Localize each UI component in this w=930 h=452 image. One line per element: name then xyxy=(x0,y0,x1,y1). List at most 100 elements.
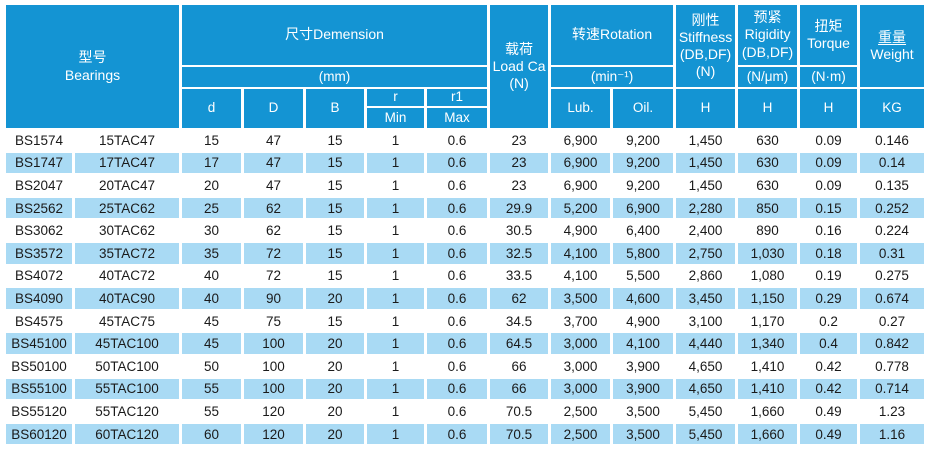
cell-weight: 0.14 xyxy=(860,152,925,174)
cell-width-B: 20 xyxy=(327,358,343,374)
cell-load: 29.9 xyxy=(490,197,549,219)
header-col-stiffness-h: H xyxy=(676,89,736,128)
cell-model: BS3062 xyxy=(14,223,64,239)
cell-bore-d: 40 xyxy=(182,288,242,309)
cell-width-B: 20 xyxy=(306,333,365,354)
header-load: 载荷 Load Ca (N) xyxy=(490,5,549,128)
cell-weight: 0.674 xyxy=(860,288,925,309)
cell-load: 30.5 xyxy=(505,223,533,239)
cell-width-B: 15 xyxy=(327,223,343,239)
cell-rigidity: 1,410 xyxy=(738,378,798,400)
table-row: BS2047 20TAC47 20 47 15 1 0.6 23 6,900 9… xyxy=(6,175,924,196)
cell-bore-d: 15 xyxy=(204,132,220,148)
cell-torque: 0.2 xyxy=(819,313,838,329)
cell-outer-D: 62 xyxy=(266,223,282,239)
cell-outer-D: 47 xyxy=(266,177,282,193)
cell-rotation-lub: 4,100 xyxy=(551,242,611,264)
header-bearings: 型号 Bearings xyxy=(6,5,180,128)
header-dimension-title: 尺寸Demension xyxy=(182,5,488,65)
cell-rotation-oil: 3,500 xyxy=(626,403,660,419)
cell-rotation-lub: 5,200 xyxy=(551,197,611,219)
cell-model: BS50100 xyxy=(11,358,67,374)
header-torque-unit: (N·m) xyxy=(800,67,858,87)
table-header: 型号 Bearings 尺寸Demension 载荷 Load Ca (N) 转… xyxy=(6,5,925,128)
cell-model: BS4575 xyxy=(14,313,64,329)
header-rigidity: 预紧 Rigidity (DB,DF) xyxy=(738,5,798,65)
cell-rotation-oil: 3,900 xyxy=(626,358,660,374)
cell-r-min: 1 xyxy=(391,358,400,374)
header-stiffness-zh: 刚性 xyxy=(691,11,720,28)
table-row: BS4575 45TAC75 45 75 15 1 0.6 34.5 3,700… xyxy=(6,311,924,332)
cell-model: BS60120 xyxy=(6,423,72,445)
table-row: BS2562 25TAC62 25 62 15 1 0.6 29.9 5,200… xyxy=(6,197,925,219)
cell-model: BS2047 xyxy=(14,177,64,193)
cell-r1-max: 0.6 xyxy=(427,288,488,309)
cell-load: 23 xyxy=(511,177,527,193)
cell-r-min: 1 xyxy=(367,288,425,309)
cell-torque: 0.49 xyxy=(815,403,842,419)
table-row: BS50100 50TAC100 50 100 20 1 0.6 66 3,00… xyxy=(6,356,924,377)
cell-tac-code: 15TAC47 xyxy=(98,132,156,148)
cell-rotation-oil: 6,400 xyxy=(626,223,660,239)
header-rigidity-config: (DB,DF) xyxy=(741,43,794,60)
cell-r-min: 1 xyxy=(367,152,425,174)
cell-stiffness: 1,450 xyxy=(676,152,736,174)
cell-torque: 0.09 xyxy=(815,132,842,148)
cell-rotation-lub: 6,900 xyxy=(563,132,598,148)
cell-r-min: 1 xyxy=(391,403,400,419)
cell-rotation-oil: 4,900 xyxy=(626,313,660,329)
header-load-zh: 载荷 xyxy=(505,40,534,57)
cell-outer-D: 47 xyxy=(244,152,304,174)
cell-weight: 0.252 xyxy=(860,197,925,219)
cell-bore-d: 30 xyxy=(204,223,220,239)
cell-weight: 0.135 xyxy=(875,177,909,193)
cell-torque: 0.15 xyxy=(800,197,858,219)
cell-stiffness: 4,650 xyxy=(676,378,736,400)
cell-weight: 0.27 xyxy=(878,313,906,329)
header-col-B: B xyxy=(306,89,365,128)
cell-weight: 0.31 xyxy=(860,242,925,264)
cell-torque: 0.49 xyxy=(800,423,858,445)
cell-outer-D: 90 xyxy=(244,288,304,309)
cell-width-B: 20 xyxy=(327,403,343,419)
header-rotation-unit: (min⁻¹) xyxy=(551,67,674,87)
header-stiffness-unit: (N) xyxy=(695,63,716,80)
cell-r1-max: 0.6 xyxy=(447,403,467,419)
cell-r-min: 1 xyxy=(391,223,400,239)
cell-bore-d: 40 xyxy=(204,268,220,284)
cell-r1-max: 0.6 xyxy=(447,358,467,374)
cell-bore-d: 45 xyxy=(204,313,220,329)
cell-rigidity: 850 xyxy=(738,197,798,219)
cell-rotation-lub: 3,000 xyxy=(551,378,611,400)
cell-tac-code: 45TAC75 xyxy=(98,313,156,329)
cell-model: BS2562 xyxy=(6,197,72,219)
cell-load: 70.5 xyxy=(505,403,533,419)
cell-width-B: 15 xyxy=(327,268,343,284)
cell-bore-d: 45 xyxy=(182,333,242,354)
table-row: BS1747 17TAC47 17 47 15 1 0.6 23 6,900 9… xyxy=(6,152,925,174)
cell-load: 64.5 xyxy=(490,333,549,354)
cell-torque: 0.42 xyxy=(800,378,858,400)
cell-weight: 0.714 xyxy=(860,378,925,400)
cell-model: BS1747 xyxy=(6,152,72,174)
cell-torque: 0.16 xyxy=(815,223,842,239)
cell-r-min: 1 xyxy=(391,177,400,193)
cell-torque: 0.18 xyxy=(800,242,858,264)
header-col-r1: r1 xyxy=(427,89,488,106)
cell-rigidity: 1,660 xyxy=(738,423,798,445)
cell-load: 62 xyxy=(490,288,549,309)
cell-rotation-oil: 3,500 xyxy=(613,423,674,445)
cell-bore-d: 17 xyxy=(182,152,242,174)
cell-r1-max: 0.6 xyxy=(427,242,488,264)
header-torque: 扭矩 Torque xyxy=(800,5,858,65)
cell-tac-code: 50TAC100 xyxy=(95,358,159,374)
cell-rigidity: 630 xyxy=(756,132,779,148)
cell-r1-max: 0.6 xyxy=(427,423,488,445)
table-row: BS1574 15TAC47 15 47 15 1 0.6 23 6,900 9… xyxy=(6,130,924,151)
cell-r-min: 1 xyxy=(367,197,425,219)
cell-rigidity: 1,340 xyxy=(738,333,798,354)
cell-rotation-lub: 6,900 xyxy=(563,177,598,193)
cell-model: BS55120 xyxy=(11,403,67,419)
header-col-torque-h: H xyxy=(800,89,858,128)
